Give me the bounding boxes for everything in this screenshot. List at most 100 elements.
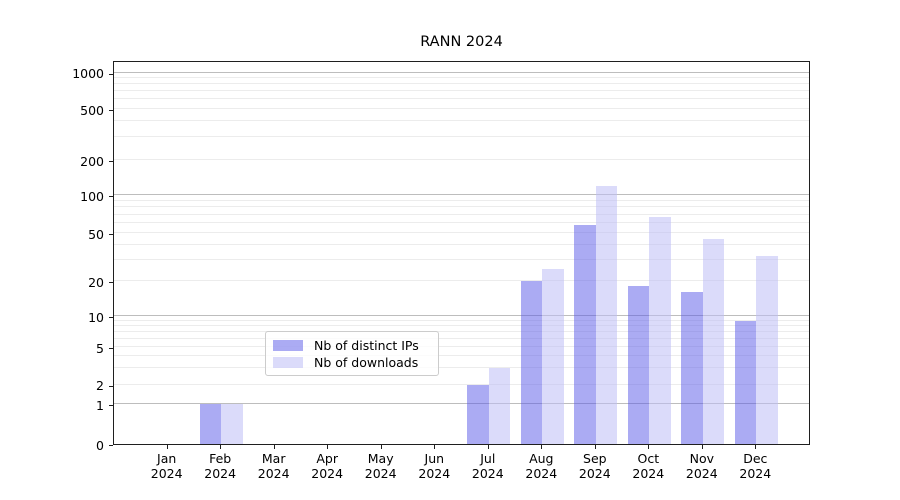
y-tick-mark [109, 385, 113, 387]
y-axis-labels: 0 1 2 5 10 20 50 100 200 500 1000 [0, 61, 104, 453]
y-tick-label: 200 [80, 153, 104, 169]
x-tick-month: Jan [157, 451, 177, 466]
x-axis-labels: Jan 2024 Feb 2024 Mar 2024 Apr 2024 May 2024 Jun 20… [113, 451, 810, 491]
y-tick-mark [109, 196, 113, 197]
y-gridline [114, 331, 809, 332]
bar-downloads [542, 269, 564, 444]
x-tick-year: 2024 [525, 466, 558, 481]
x-tick-year: 2024 [150, 466, 183, 481]
x-tick-mark [487, 445, 489, 449]
y-gridline [114, 206, 809, 208]
y-tick-label: 1 [96, 397, 104, 413]
y-gridline [114, 222, 809, 223]
x-tick-label: Feb 2024 [188, 451, 252, 481]
x-tick-year: 2024 [418, 466, 451, 481]
x-tick-month: Feb [209, 451, 232, 466]
bar-distinct-ips [734, 320, 757, 444]
y-gridline [114, 199, 809, 201]
x-tick-month: Oct [637, 451, 660, 466]
x-tick-month: Apr [316, 451, 338, 466]
bar-downloads [756, 256, 778, 444]
x-tick-year: 2024 [204, 466, 237, 481]
y-tick-mark [109, 445, 113, 446]
y-tick-mark [109, 110, 113, 111]
y-tick-label: 2 [96, 378, 104, 393]
y-gridline [114, 213, 809, 215]
bar-downloads [702, 238, 725, 444]
x-tick-month: May [367, 451, 394, 466]
bar-downloads [221, 404, 243, 444]
y-gridline [114, 383, 809, 385]
y-tick-mark [109, 348, 113, 349]
x-tick-month: Mar [261, 451, 286, 466]
bar-downloads [595, 185, 618, 444]
y-tick-label: 20 [88, 274, 104, 290]
x-tick-mark [541, 445, 543, 449]
legend-item-distinct-ips: Nb of distinct IPs [273, 337, 430, 353]
x-tick-year: 2024 [685, 466, 718, 481]
y-gridline [114, 83, 809, 85]
y-gridline [114, 159, 809, 160]
y-tick-mark [109, 282, 113, 283]
bar-downloads [649, 217, 671, 444]
x-tick-mark [701, 445, 703, 449]
bar-distinct-ips [199, 404, 222, 444]
y-gridline [114, 325, 809, 326]
x-tick-label: May 2024 [349, 451, 413, 481]
y-gridline [114, 346, 809, 347]
x-tick-mark [327, 445, 329, 449]
legend-swatch-downloads [273, 356, 303, 368]
x-tick-mark [755, 445, 757, 449]
x-tick-month: Sep [583, 451, 607, 466]
x-tick-mark [434, 445, 436, 449]
x-tick-month: Aug [529, 451, 554, 466]
y-gridline [114, 232, 809, 233]
x-tick-mark [594, 445, 596, 449]
y-tick-mark [109, 234, 113, 235]
bar-distinct-ips [627, 286, 650, 444]
y-tick-mark [109, 317, 113, 318]
bar-distinct-ips [574, 224, 596, 444]
y-gridline [114, 243, 809, 245]
x-tick-label: Mar 2024 [242, 451, 306, 481]
y-gridline [114, 120, 809, 122]
x-tick-month: Nov [689, 451, 714, 466]
plot-area [113, 61, 810, 445]
y-gridline [114, 136, 809, 138]
x-tick-label: Apr 2024 [295, 451, 359, 481]
x-tick-label: Jan 2024 [135, 451, 199, 481]
bar-distinct-ips [520, 281, 543, 444]
x-tick-mark [380, 445, 382, 449]
y-tick-label: 0 [96, 437, 104, 453]
x-tick-year: 2024 [364, 466, 397, 481]
y-gridline [114, 315, 809, 316]
y-gridline [114, 77, 809, 78]
y-gridline [114, 355, 809, 357]
bar-downloads [488, 367, 511, 444]
x-tick-year: 2024 [311, 466, 344, 481]
y-tick-label: 50 [88, 226, 104, 242]
x-tick-month: Jun [424, 451, 445, 466]
legend-label-distinct-ips: Nb of distinct IPs [314, 337, 419, 353]
y-gridline [114, 71, 809, 73]
y-gridline [114, 98, 809, 100]
y-tick-mark [109, 161, 113, 162]
x-tick-year: 2024 [257, 466, 290, 481]
x-tick-label: Aug 2024 [509, 451, 573, 481]
x-tick-mark [273, 445, 275, 449]
bar-distinct-ips [681, 292, 703, 444]
y-gridline [114, 194, 809, 195]
chart-title: RANN 2024 [420, 34, 503, 50]
x-tick-year: 2024 [739, 466, 772, 481]
x-tick-mark [166, 445, 168, 449]
x-tick-label: Dec 2024 [723, 451, 787, 481]
y-tick-mark [109, 405, 113, 406]
x-tick-year: 2024 [632, 466, 665, 481]
y-tick-label: 500 [80, 102, 104, 118]
x-tick-year: 2024 [578, 466, 611, 481]
legend-item-downloads: Nb of downloads [273, 354, 430, 370]
legend: Nb of distinct IPs Nb of downloads [265, 331, 439, 376]
legend-swatch-distinct-ips [273, 339, 303, 351]
y-gridline [114, 337, 809, 339]
